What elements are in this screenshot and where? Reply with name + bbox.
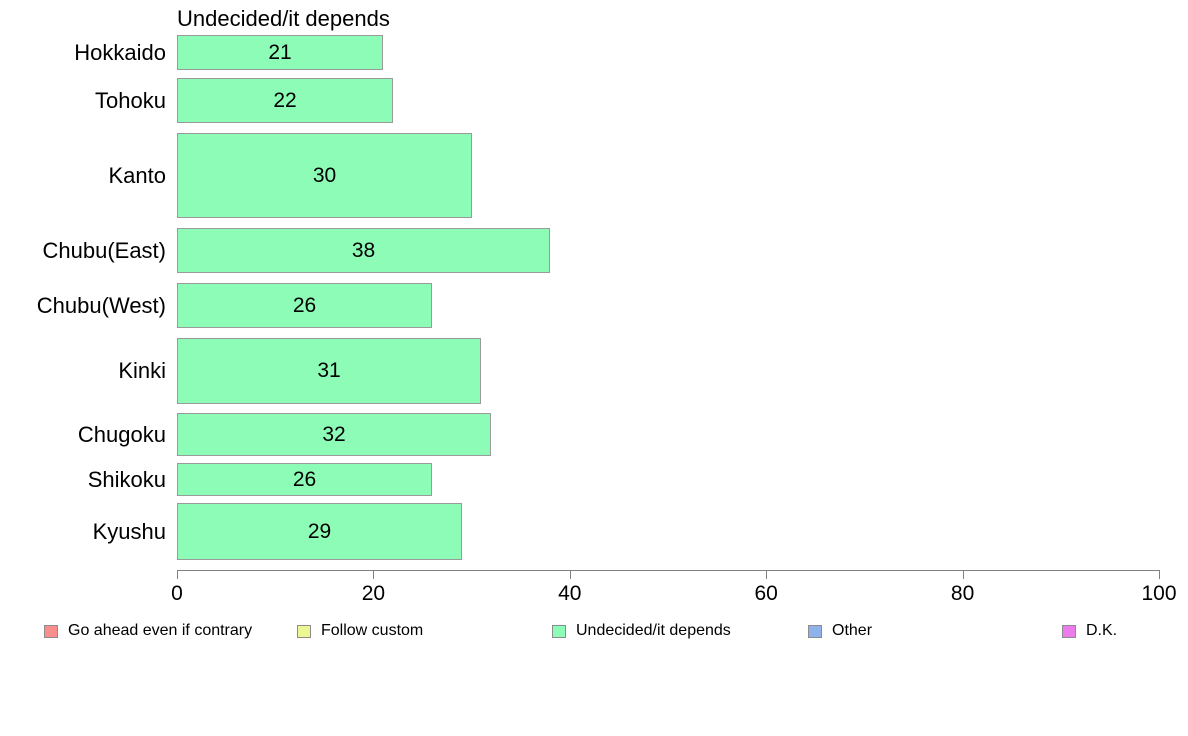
x-axis-tick-label: 20 xyxy=(361,582,386,605)
bar-value-label: 22 xyxy=(273,88,297,112)
x-axis-tick xyxy=(373,570,375,579)
legend-label: Go ahead even if contrary xyxy=(68,622,253,639)
x-axis-tick xyxy=(177,570,178,579)
legend-label: D.K. xyxy=(1086,622,1118,639)
bar: 29 xyxy=(177,503,462,560)
legend-item: Other xyxy=(808,622,872,640)
category-label: Kinki xyxy=(118,358,166,383)
chart-title: Undecided/it depends xyxy=(177,6,390,31)
x-axis-tick-label: 100 xyxy=(1141,582,1177,605)
x-axis-tick-label: 80 xyxy=(950,582,975,605)
category-label: Chubu(West) xyxy=(36,293,166,318)
legend-swatch-icon xyxy=(1062,624,1076,638)
legend-label: Follow custom xyxy=(321,622,424,639)
bar: 32 xyxy=(177,413,491,456)
legend-swatch-icon xyxy=(44,624,58,638)
legend-item: Undecided/it depends xyxy=(552,622,731,640)
category-label: Chubu(East) xyxy=(42,238,166,263)
legend-item: Follow custom xyxy=(297,622,423,640)
category-label: Shikoku xyxy=(87,467,166,492)
x-axis-tick-label: 0 xyxy=(171,582,183,605)
category-label: Chugoku xyxy=(77,422,166,447)
legend-swatch-icon xyxy=(808,624,822,638)
bar: 22 xyxy=(177,78,393,123)
x-axis-tick-label: 40 xyxy=(558,582,582,605)
bar: 21 xyxy=(177,35,383,70)
x-axis-tick xyxy=(766,570,768,579)
bar-value-label: 26 xyxy=(292,293,317,317)
x-axis-line xyxy=(177,570,1159,571)
x-axis-tick xyxy=(569,570,571,579)
bar-value-label: 26 xyxy=(292,467,317,491)
category-label: Tohoku xyxy=(95,88,166,113)
legend-label: Other xyxy=(832,622,873,639)
x-axis-tick xyxy=(1159,570,1160,579)
bar-value-label: 30 xyxy=(312,163,337,187)
bar: 38 xyxy=(177,228,550,273)
legend-label: Undecided/it depends xyxy=(576,622,731,639)
bar: 30 xyxy=(177,133,472,218)
bar-value-label: 29 xyxy=(307,519,332,543)
legend-item: Go ahead even if contrary xyxy=(44,622,252,640)
bar-value-label: 31 xyxy=(317,359,341,382)
x-axis-tick-label: 60 xyxy=(754,582,778,605)
category-label: Kanto xyxy=(108,163,167,188)
x-axis-tick xyxy=(962,570,964,579)
bar-value-label: 38 xyxy=(351,238,376,262)
bar-value-label: 32 xyxy=(322,422,346,446)
bar: 31 xyxy=(177,338,481,404)
bar: 26 xyxy=(177,463,432,496)
bar: 26 xyxy=(177,283,432,328)
legend-swatch-icon xyxy=(297,624,311,638)
category-label: Hokkaido xyxy=(74,40,166,65)
legend-swatch-icon xyxy=(552,624,566,638)
bar-value-label: 21 xyxy=(268,40,292,64)
category-label: Kyushu xyxy=(92,519,166,544)
legend-item: D.K. xyxy=(1062,622,1117,640)
